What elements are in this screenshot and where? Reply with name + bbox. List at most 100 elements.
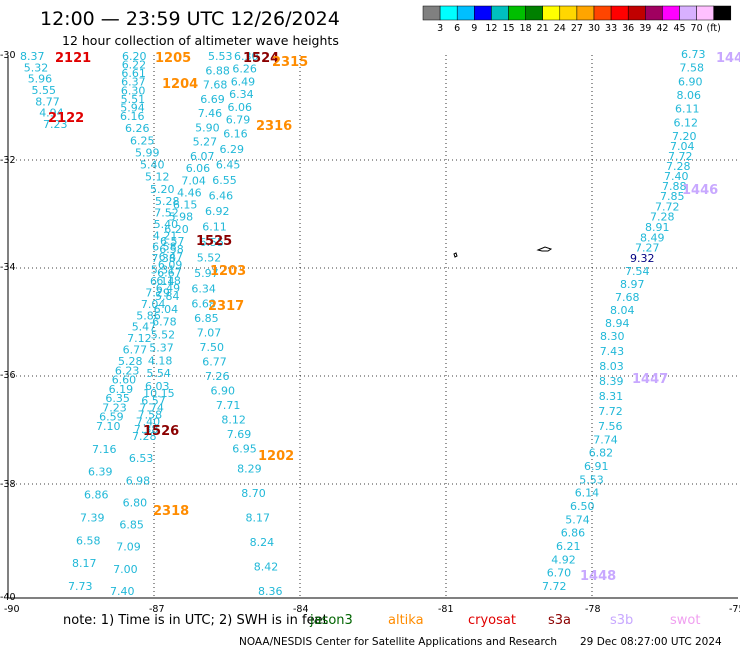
wave-height-value: 6.95 xyxy=(232,443,256,456)
satellite-legend-jason3: jason3 xyxy=(309,613,353,628)
wave-height-value: 7.40 xyxy=(664,170,689,183)
pass-time-label: 1524 xyxy=(243,51,279,66)
wave-height-value: 7.56 xyxy=(598,420,623,433)
satellite-legend-cryosat: cryosat xyxy=(468,613,516,628)
wave-height-value: 6.55 xyxy=(212,174,237,187)
colorbar-label: 27 xyxy=(571,23,583,34)
wave-height-value: 7.23 xyxy=(43,118,68,131)
wave-height-value: 4.92 xyxy=(551,553,576,566)
wave-height-value: 6.39 xyxy=(88,466,113,479)
colorbar-swatch xyxy=(662,5,680,21)
wave-height-value: 6.46 xyxy=(209,190,234,203)
wave-height-value: 7.00 xyxy=(113,563,138,576)
wave-height-value: 6.59 xyxy=(99,411,124,424)
wave-height-value: 7.58 xyxy=(680,62,705,75)
wave-height-value: 6.19 xyxy=(109,383,134,396)
wave-height-value: 6.77 xyxy=(123,344,148,357)
wave-height-value: 6.35 xyxy=(105,392,129,405)
wave-height-value: 6.16 xyxy=(120,110,145,123)
wave-height-value: 6.68 xyxy=(191,297,216,310)
colorbar-label: 9 xyxy=(471,23,477,34)
wave-height-value: 8.31 xyxy=(599,390,624,403)
colorbar-swatch xyxy=(456,5,475,21)
wave-height-value: 7.52 xyxy=(154,206,179,219)
wave-height-value: 6.49 xyxy=(156,282,181,295)
wave-height-value: 8.37 xyxy=(20,50,45,63)
wave-height-value: 4.46 xyxy=(177,186,202,199)
wave-height-value: 7.71 xyxy=(216,399,241,412)
colorbar-label: 42 xyxy=(656,23,668,34)
wave-height-value: 7.72 xyxy=(598,405,623,418)
colorbar-swatch xyxy=(576,5,595,21)
wave-height-value: 6.79 xyxy=(226,114,251,127)
wave-height-value: 5.96 xyxy=(28,73,53,86)
wave-height-value: 7.54 xyxy=(625,265,650,278)
wave-height-value: 6.58 xyxy=(159,243,184,256)
colorbar-swatch xyxy=(422,5,441,21)
x-tick-label: -75 xyxy=(729,604,740,615)
wave-height-value: 8.17 xyxy=(246,511,271,524)
wave-height-value: 5.28 xyxy=(118,355,143,368)
wave-height-value: 7.74 xyxy=(139,401,164,414)
wave-height-value: 4.94 xyxy=(39,107,64,120)
wave-height-value: 6.77 xyxy=(202,356,227,369)
wave-height-value: 5.31 xyxy=(151,264,176,277)
wave-height-value: 6.34 xyxy=(229,88,254,101)
wave-height-value: 7.16 xyxy=(92,443,117,456)
colorbar-label: 39 xyxy=(639,23,651,34)
page-title: 12:00 — 23:59 UTC 12/26/2024 xyxy=(40,8,340,30)
colorbar-swatch xyxy=(525,5,543,21)
wave-height-value: 5.84 xyxy=(155,290,180,303)
wave-height-value: 8.04 xyxy=(610,304,635,317)
wave-height-value: 5.99 xyxy=(135,146,160,159)
wave-height-value: 6.37 xyxy=(121,76,146,89)
colorbar-label: 36 xyxy=(622,23,634,34)
wave-height-value: 8.03 xyxy=(599,360,624,373)
wave-height-value: 8.77 xyxy=(35,95,60,108)
pass-time-label: 2317 xyxy=(208,299,244,314)
colorbar-label: 15 xyxy=(502,23,514,34)
pass-time-label: 1446 xyxy=(682,183,718,198)
wave-height-value: 5.40 xyxy=(154,218,179,231)
wave-height-value: 6.15 xyxy=(173,199,198,212)
wave-height-value: 7.07 xyxy=(197,326,222,339)
wave-height-value: 7.20 xyxy=(672,130,697,143)
wave-height-value: 8.94 xyxy=(605,317,630,330)
wave-height-value: 6.21 xyxy=(556,540,581,553)
colorbar-swatch xyxy=(559,5,578,21)
wave-height-value: 5.52 xyxy=(197,251,222,264)
wave-height-value: 6.85 xyxy=(194,312,219,325)
wave-height-value: 7.43 xyxy=(600,345,625,358)
wave-height-value: 8.49 xyxy=(640,231,665,244)
wave-height-value: 7.38 xyxy=(134,423,159,436)
wave-height-value: 5.54 xyxy=(146,367,171,380)
wave-height-value: 6.49 xyxy=(231,76,256,89)
wave-height-value: 6.16 xyxy=(223,128,248,141)
colorbar-swatch xyxy=(439,5,458,21)
wave-height-value: 6.60 xyxy=(112,374,137,387)
wave-height-value: 6.11 xyxy=(675,103,700,116)
pass-time-label: 2316 xyxy=(256,119,292,134)
colorbar-label: (ft) xyxy=(707,23,721,34)
wave-height-value: 6.34 xyxy=(191,282,216,295)
y-tick-label: -32 xyxy=(0,155,16,166)
colorbar-swatch xyxy=(474,5,492,21)
pass-time-label: 1205 xyxy=(155,51,191,66)
wave-height-value: 7.74 xyxy=(593,433,618,446)
colorbar-label: 21 xyxy=(537,23,549,34)
satellite-legend-s3a: s3a xyxy=(548,613,571,628)
axis-tick-labels: -30 -32 -34 -36 -38 -40-90 -87 -84 -81 -78 -75 xyxy=(0,50,740,615)
wave-height-value: 6.12 xyxy=(674,116,699,129)
colorbar-label: 30 xyxy=(588,23,600,34)
wave-height-value: 7.68 xyxy=(615,291,640,304)
wave-height-value: 6.90 xyxy=(211,385,236,398)
y-tick-label: -38 xyxy=(0,479,16,490)
wave-height-value: 7.27 xyxy=(635,242,660,255)
wave-height-value: 7.28 xyxy=(132,430,157,443)
wave-height-value: 6.29 xyxy=(220,143,245,156)
wave-height-value: 6.69 xyxy=(200,93,225,106)
wave-height-value: 7.46 xyxy=(198,107,223,120)
wave-height-value: 6.26 xyxy=(125,122,150,135)
wave-height-value: 6.98 xyxy=(126,474,151,487)
wave-height-value: 6.73 xyxy=(681,48,706,61)
